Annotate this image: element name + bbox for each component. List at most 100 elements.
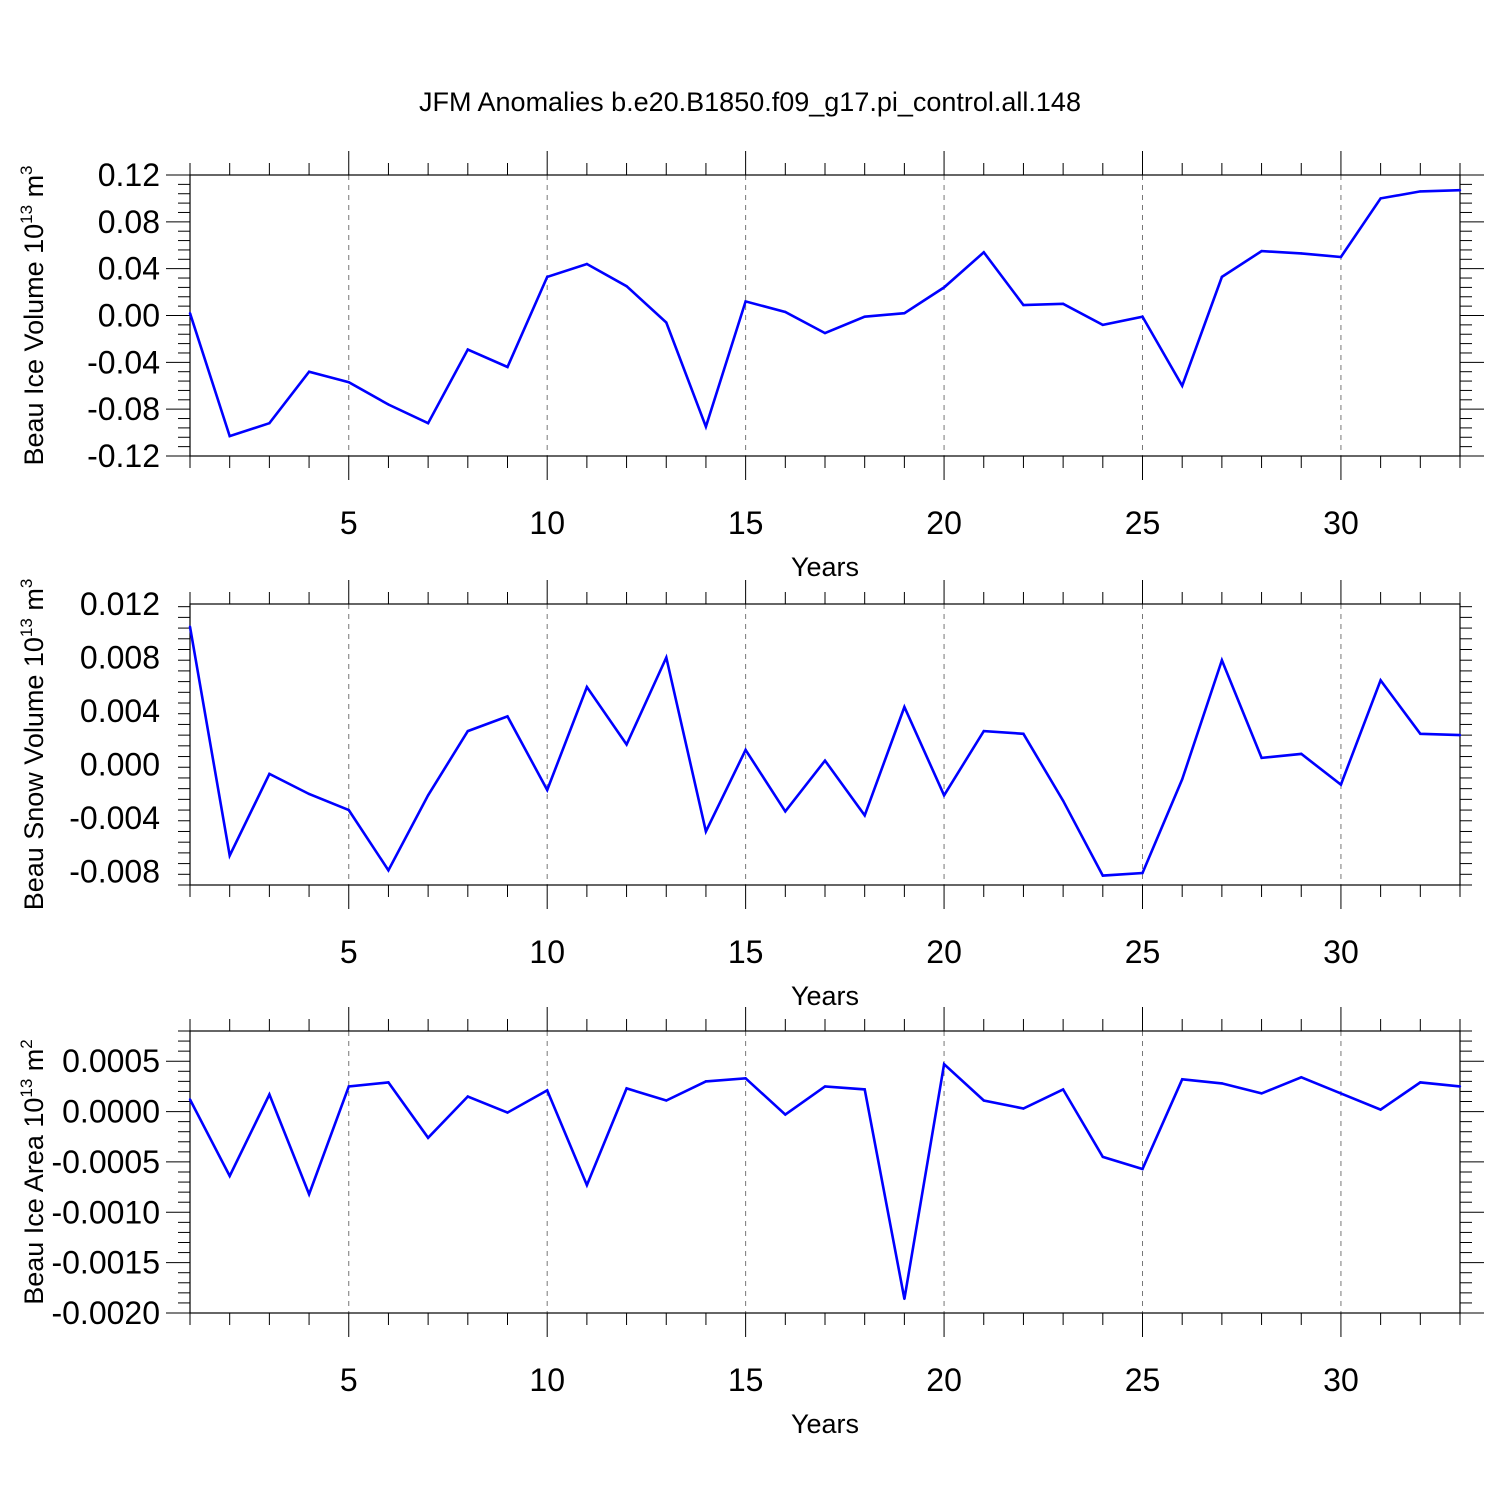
ice-area-ytick-label: -0.0005 — [51, 1144, 160, 1180]
ice-area-panel: 5 10 15 20 25 30 -0.0020 -0.0015 -0.0010 -0.0005 0… — [17, 1007, 1484, 1439]
ice-volume-data-point — [545, 275, 549, 279]
ice-volume-plot-frame — [189, 174, 1461, 457]
ice-volume-data-point — [387, 403, 390, 406]
snow-volume-data-point — [228, 854, 231, 857]
ice-area-ytick-label: 0.0000 — [62, 1094, 160, 1130]
ice-area-data-point — [942, 1063, 946, 1066]
snow-volume-plot-frame — [189, 603, 1461, 886]
ice-volume-data-point — [1458, 189, 1462, 192]
ice-area-data-point — [1180, 1078, 1184, 1081]
ice-volume-data-point — [903, 311, 906, 315]
ice-volume-data-point — [1339, 255, 1343, 259]
ice-volume-data-point — [1419, 190, 1422, 193]
ice-area-data-point — [268, 1093, 271, 1096]
ice-volume-panel: 5 10 15 20 25 30 -0.12 -0.08 -0.04 0.00 0.04 0.08 0.… — [17, 151, 1484, 582]
snow-volume-data-point — [188, 625, 192, 628]
snow-volume-data-point — [1458, 733, 1462, 737]
snow-volume-data-point — [268, 772, 271, 776]
snow-volume-data-point — [823, 759, 827, 762]
snow-volume-xtick-label: 10 — [529, 934, 565, 970]
ice-area-series-line — [188, 1061, 1461, 1300]
snow-volume-ytick-label: 0.000 — [80, 747, 160, 783]
ice-volume-data-point — [1220, 275, 1224, 279]
ice-area-data-point — [188, 1098, 192, 1101]
ice-volume-data-point — [1379, 197, 1382, 200]
ice-area-data-point — [744, 1077, 747, 1080]
snow-volume-series-line — [188, 626, 1461, 877]
snow-volume-ytick-label: 0.004 — [80, 693, 160, 729]
ice-volume-data-point — [188, 311, 192, 315]
ice-area-xtick-label: 5 — [340, 1362, 358, 1398]
ice-volume-xlabel: Years — [791, 552, 859, 582]
ice-volume-data-point — [228, 434, 231, 438]
ice-area-ytick-label: 0.0005 — [62, 1043, 160, 1079]
figure-title: JFM Anomalies b.e20.B1850.f09_g17.pi_con… — [419, 87, 1081, 117]
ice-area-data-point — [387, 1081, 390, 1084]
snow-volume-data-point — [347, 808, 350, 812]
snow-volume-xtick-label: 20 — [926, 934, 962, 970]
snow-volume-data-point — [1379, 679, 1382, 682]
ice-area-xtick-label: 15 — [728, 1362, 764, 1398]
ice-volume-data-point — [506, 365, 509, 369]
ice-volume-data-point — [942, 286, 946, 289]
ice-volume-data-point — [1141, 315, 1144, 318]
snow-volume-data-point — [1339, 783, 1343, 786]
ice-area-data-point — [585, 1183, 589, 1187]
snow-volume-data-point — [545, 788, 549, 792]
ice-area-data-point — [1379, 1108, 1382, 1111]
ice-area-data-point — [625, 1087, 628, 1090]
snow-volume-data-point — [506, 715, 509, 718]
ice-area-xtick-label: 20 — [926, 1362, 962, 1398]
snow-volume-data-point — [1141, 871, 1144, 875]
ice-volume-ytick-label: 0.00 — [98, 298, 160, 334]
ice-volume-ytick-label: 0.12 — [98, 157, 160, 193]
ice-area-ytick-label: -0.0015 — [51, 1245, 160, 1281]
snow-volume-data-point — [1260, 756, 1263, 760]
snow-volume-ytick-label: 0.008 — [80, 640, 160, 676]
ice-volume-xtick-label: 10 — [529, 505, 565, 541]
ice-area-data-point — [823, 1085, 827, 1088]
ice-area-ytick-label: -0.0010 — [51, 1194, 160, 1230]
ice-volume-xtick-label: 25 — [1125, 505, 1161, 541]
ice-volume-data-point — [347, 381, 350, 384]
ice-area-data-point — [1260, 1092, 1263, 1095]
ice-volume-xtick-label: 30 — [1323, 505, 1359, 541]
snow-volume-data-point — [426, 794, 430, 797]
ice-volume-ytick-label: 0.04 — [98, 251, 160, 287]
ice-volume-ytick-label: -0.04 — [87, 344, 160, 380]
ice-volume-data-point — [426, 422, 430, 425]
ice-volume-ytick-label: -0.08 — [87, 391, 160, 427]
ice-volume-data-point — [625, 285, 628, 288]
snow-volume-data-point — [942, 794, 946, 797]
ice-area-data-point — [228, 1174, 231, 1178]
snow-volume-data-point — [1061, 799, 1065, 802]
ice-area-data-point — [347, 1085, 350, 1088]
ice-volume-series-line — [188, 188, 1461, 438]
ice-area-data-point — [1458, 1085, 1462, 1088]
snow-volume-data-point — [1180, 778, 1184, 781]
ice-area-data-point — [704, 1080, 708, 1083]
ice-volume-data-point — [784, 310, 787, 314]
ice-area-xtick-label: 10 — [529, 1362, 565, 1398]
ice-volume-data-point — [1260, 249, 1263, 253]
snow-volume-xtick-label: 15 — [728, 934, 764, 970]
ice-area-ylabel: Beau Ice Area 1013 m2 — [17, 1039, 49, 1305]
snow-volume-panel: 5 10 15 20 25 30 -0.008 -0.004 0.000 0.004 0.008 0.… — [17, 579, 1472, 1011]
ice-volume-data-point — [1300, 252, 1303, 255]
snow-volume-data-point — [665, 656, 668, 659]
ice-volume-xtick-label: 5 — [340, 505, 358, 541]
snow-volume-ytick-label: -0.008 — [69, 854, 160, 890]
ice-volume-data-point — [1061, 302, 1065, 305]
ice-volume-data-point — [1101, 323, 1105, 327]
snow-volume-xtick-label: 30 — [1323, 934, 1359, 970]
ice-volume-data-point — [268, 422, 271, 425]
ice-volume-data-point — [1022, 303, 1025, 307]
ice-area-data-point — [784, 1113, 787, 1116]
snow-volume-data-point — [625, 743, 628, 746]
ice-area-xtick-label: 25 — [1125, 1362, 1161, 1398]
ice-area-data-point — [1022, 1107, 1025, 1110]
ice-area-data-point — [665, 1099, 668, 1102]
ice-area-data-point — [307, 1192, 311, 1196]
ice-volume-data-point — [307, 370, 311, 373]
snow-volume-xtick-label: 25 — [1125, 934, 1161, 970]
